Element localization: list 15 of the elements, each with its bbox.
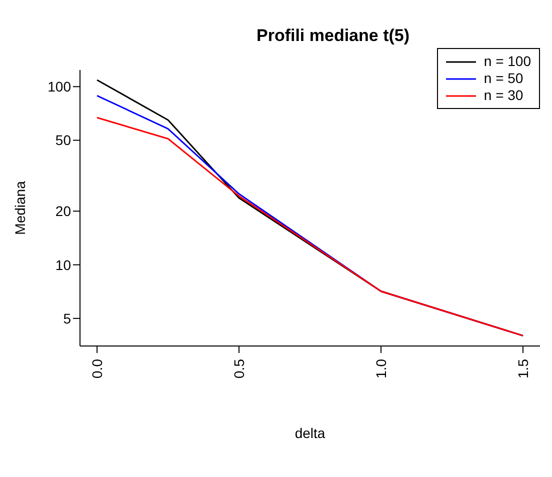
y-tick-label: 20 — [55, 203, 72, 220]
y-tick-label: 10 — [55, 256, 72, 273]
chart-title: Profili mediane t(5) — [255, 26, 411, 46]
legend-label: n = 50 — [484, 70, 524, 87]
y-tick-label: 5 — [63, 310, 72, 326]
x-tick-label: 1.5 — [514, 358, 531, 378]
x-axis-title: delta — [294, 425, 326, 441]
y-axis-title: Mediana — [12, 180, 28, 235]
x-tick-label: 0.0 — [89, 358, 106, 378]
x-tick-label: 1.0 — [372, 358, 389, 378]
y-tick-label: 100 — [48, 78, 72, 95]
y-tick-label: 50 — [55, 132, 72, 148]
legend-label: n = 30 — [484, 87, 524, 104]
legend-label: n = 100 — [484, 53, 531, 70]
x-tick-label: 0.5 — [231, 358, 248, 378]
